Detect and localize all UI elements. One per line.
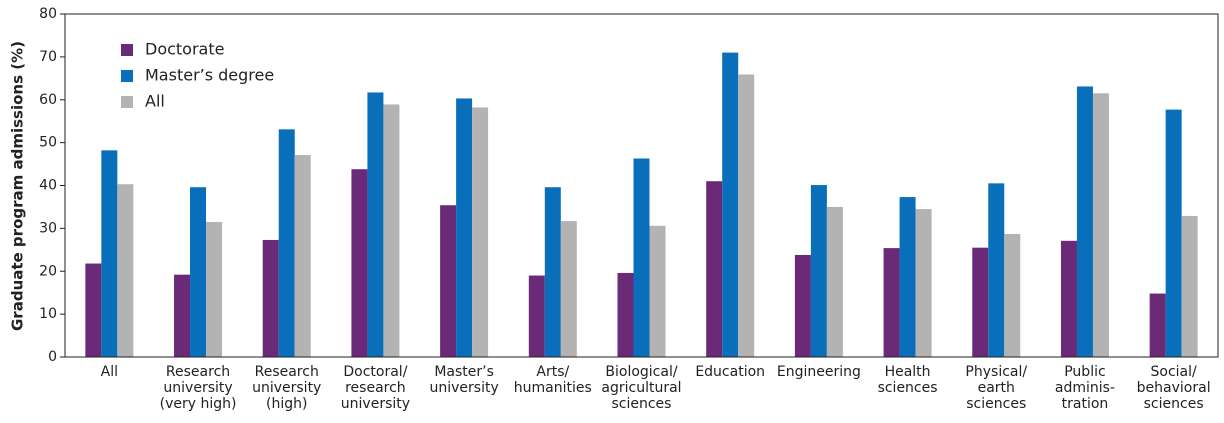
bar [440, 205, 457, 357]
bar [972, 247, 989, 357]
bar [278, 129, 295, 357]
x-tick-label: All [100, 364, 119, 380]
bar [117, 184, 134, 357]
bar [915, 209, 932, 357]
bar [206, 221, 223, 357]
bar [988, 183, 1005, 357]
bar [1076, 86, 1093, 358]
legend-label: Doctorate [145, 40, 224, 59]
x-tick-label: Arts/ humanities [513, 364, 592, 396]
bar [1181, 215, 1198, 357]
legend-label: All [145, 92, 165, 111]
x-tick-label: Public adminis- tration [1054, 364, 1115, 412]
y-tick-label: 40 [39, 178, 57, 194]
bar [722, 52, 739, 358]
x-tick-label: Social/ behavioral sciences [1136, 364, 1211, 412]
bar [633, 158, 650, 357]
bar [294, 155, 311, 357]
bar [706, 181, 723, 357]
y-axis-label: Graduate program admissions (%) [9, 41, 27, 331]
legend-swatch [121, 96, 133, 108]
y-tick-label: 0 [48, 349, 57, 365]
bar [367, 92, 384, 358]
y-tick-label: 50 [39, 135, 57, 151]
bar [738, 74, 755, 358]
x-tick-label: Research university (very high) [159, 364, 237, 412]
legend-swatch [121, 70, 133, 82]
bar [544, 187, 561, 357]
bar [649, 225, 666, 357]
y-tick-label: 70 [39, 49, 57, 65]
bar [1165, 109, 1182, 357]
x-tick-label: Biological/ agricultural sciences [601, 364, 682, 412]
x-tick-label: Education [695, 364, 766, 380]
bar [383, 104, 400, 357]
bar [528, 275, 545, 357]
bar [262, 239, 279, 357]
legend-swatch [121, 44, 133, 56]
x-tick-label: Engineering [776, 364, 861, 380]
legend-label: Master’s degree [145, 66, 274, 85]
plot-frame [64, 13, 1219, 358]
bar [560, 221, 577, 357]
bar [190, 187, 207, 357]
bar [1004, 233, 1021, 357]
bar [85, 263, 102, 357]
x-tick-label: Physical/ earth sciences [965, 364, 1028, 412]
x-tick-label: Research university (high) [252, 364, 322, 412]
bar [456, 98, 473, 358]
y-tick-label: 80 [39, 6, 57, 22]
bar [101, 150, 118, 357]
bar [472, 107, 489, 357]
x-tick-label: Health sciences [877, 364, 938, 396]
bar [1149, 293, 1166, 357]
x-tick-label: Doctoral/ research university [340, 364, 411, 412]
bar [810, 185, 827, 357]
bar [174, 274, 191, 357]
bar [617, 272, 634, 357]
y-tick-label: 10 [39, 306, 57, 322]
bar [899, 197, 916, 357]
bar [1092, 93, 1109, 357]
y-tick-label: 20 [39, 263, 57, 279]
bar [351, 169, 368, 357]
y-tick-label: 60 [39, 92, 57, 108]
x-tick-label: Master’s university [429, 364, 499, 396]
bar [826, 206, 843, 357]
y-tick-label: 30 [39, 220, 57, 236]
bar [1060, 240, 1077, 357]
bar [794, 254, 811, 357]
bar [883, 248, 900, 357]
